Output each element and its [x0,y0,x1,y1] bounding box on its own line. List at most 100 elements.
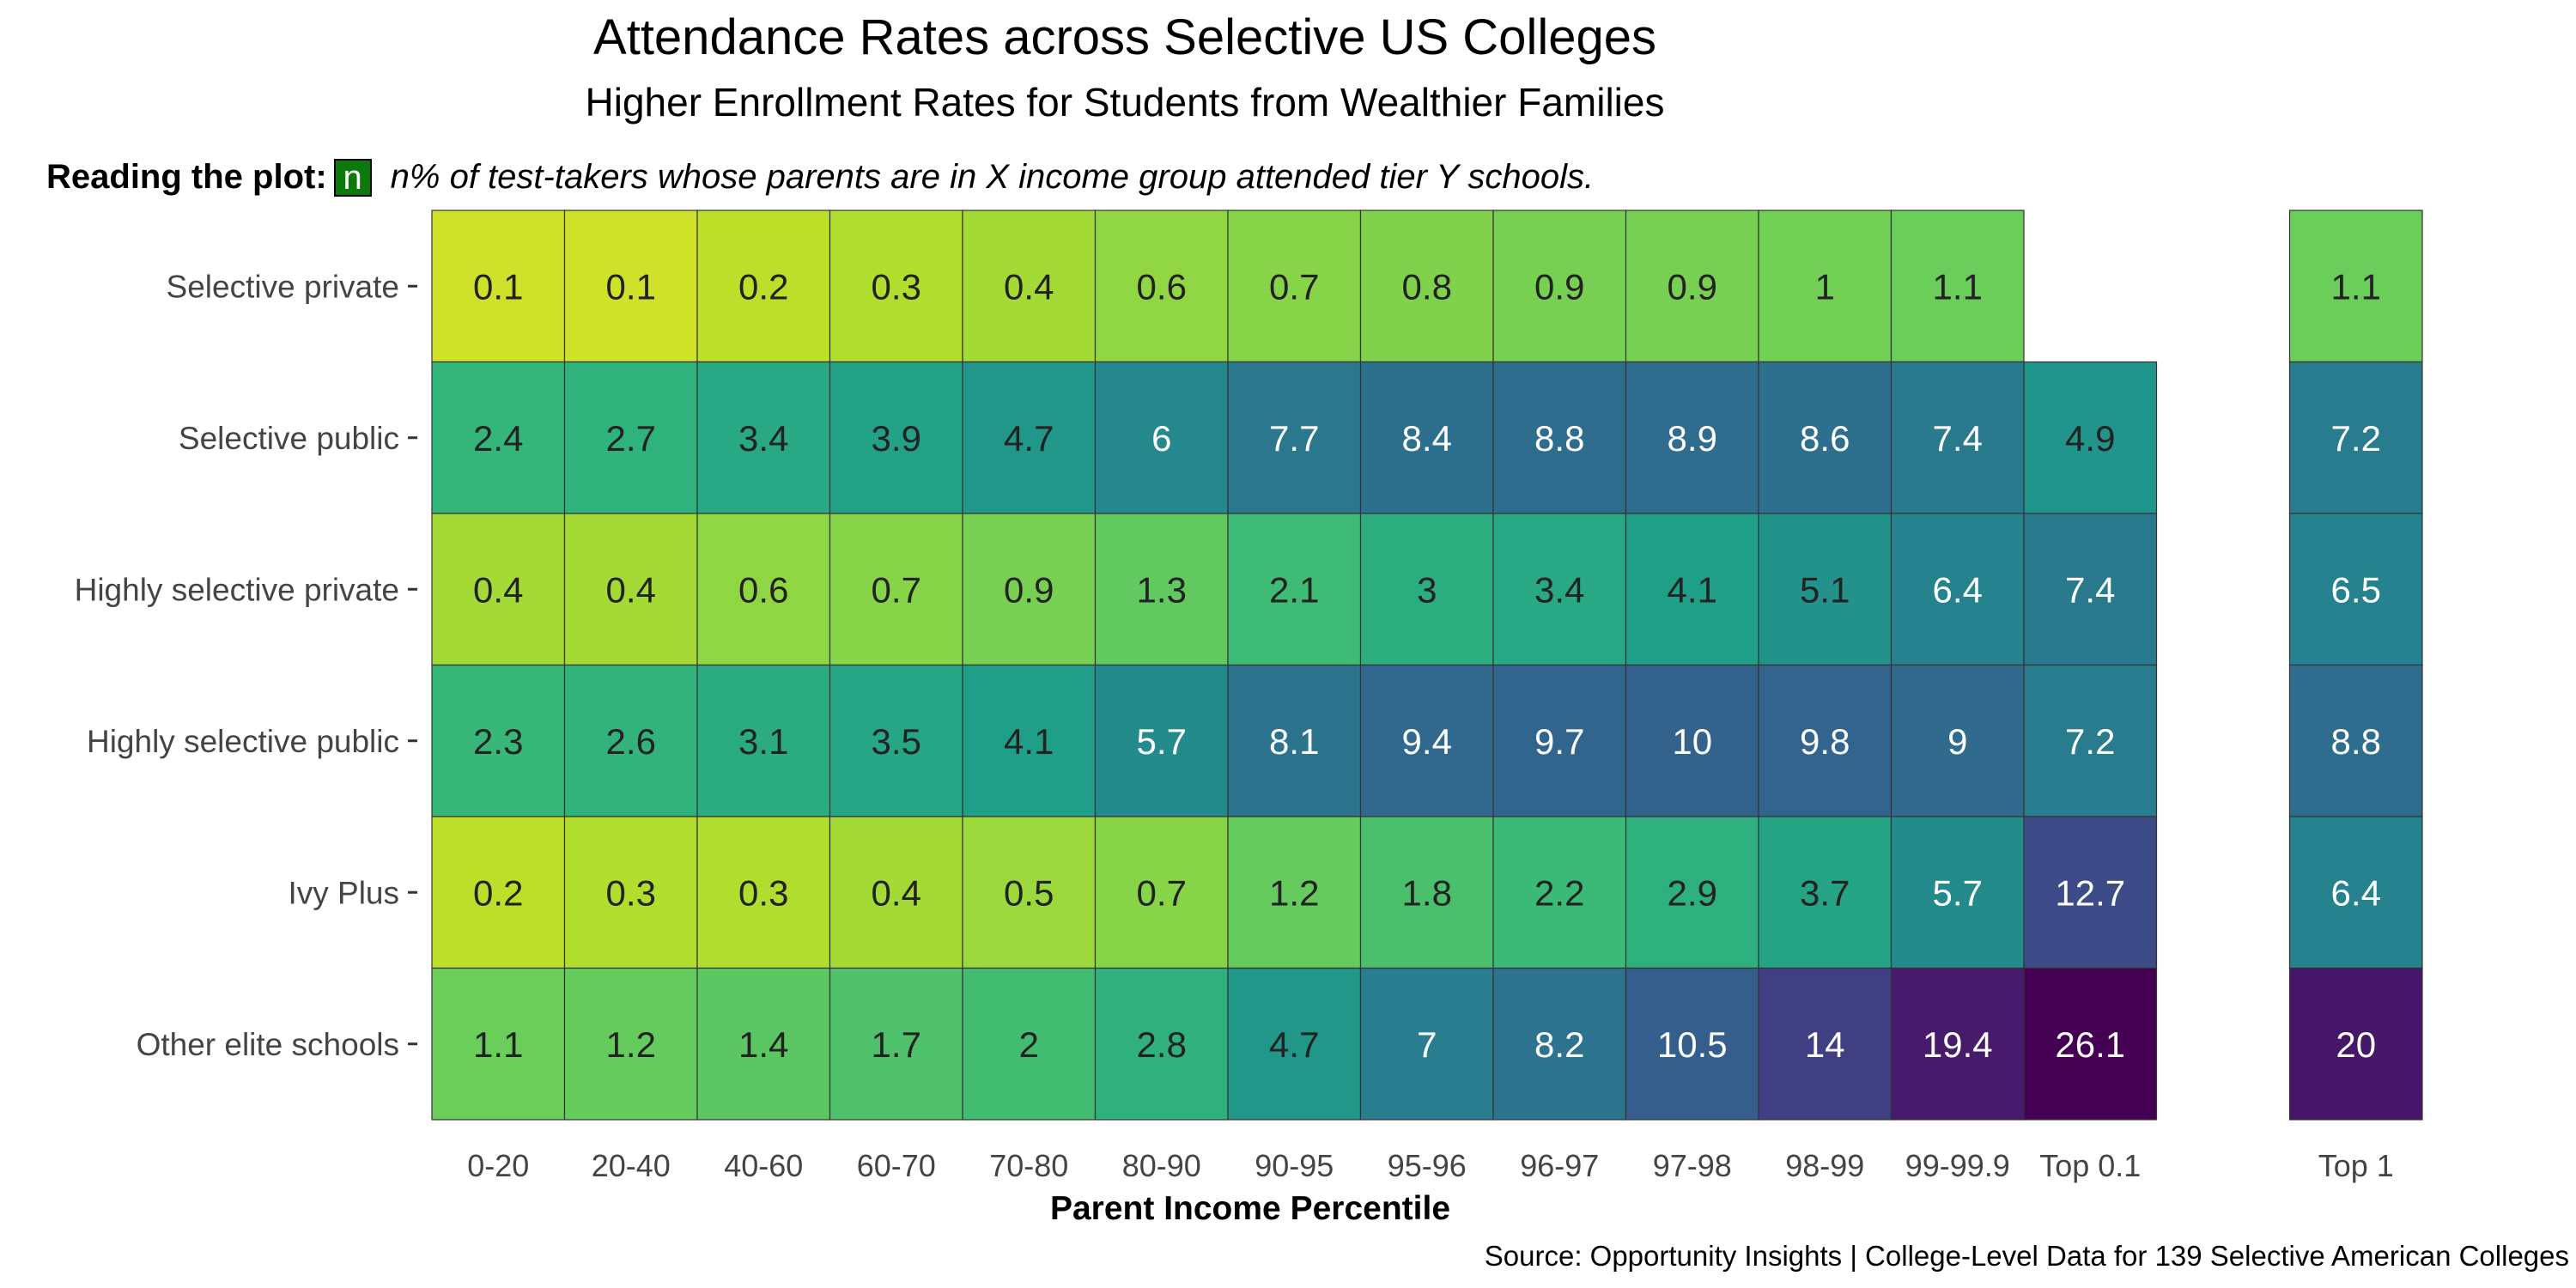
x-axis-labels: 0-20 20-40 40-60 60-70 70-80 80-90 90-95 95-96 9… [467,1148,2394,1183]
cell-value-label: 1.4 [738,1024,788,1065]
cell-value-label: 8.9 [1668,418,1717,459]
y-tick-label: Selective private [167,269,399,304]
cell-value-label: 0.7 [1137,872,1187,913]
cell-value-label: 12.7 [2055,872,2125,913]
heatmap-cell [1492,664,1627,817]
cell-value-label: 1.3 [1137,569,1187,610]
chart-title: Attendance Rates across Selective US Col… [593,9,1656,65]
cell-value-label: 0.6 [738,569,788,610]
heatmap-cell [962,816,1097,969]
x-tick-label: 99-99.9 [1905,1148,2010,1183]
heatmap-cell [1890,816,2025,969]
cell-value-label: 0.3 [606,872,656,913]
heatmap-cell [1758,664,1893,817]
cell-value-label: 0.9 [1004,569,1054,610]
y-tick-label: Highly selective private [75,572,399,607]
heatmap-cell [1227,513,1362,666]
cell-value-label: 7.7 [1269,418,1319,459]
cell-value-label: 0.4 [872,872,921,913]
cell-value-label: 9 [1947,721,1967,762]
heatmap-cell [563,361,698,514]
heatmap-cell [1492,967,1627,1121]
heatmap-cell [1492,513,1627,666]
cell-value-label: 20 [2336,1024,2376,1065]
cell-value-label: 1.2 [606,1024,656,1065]
heatmap-cell [1359,513,1494,666]
heatmap-cell [829,210,963,363]
cell-value-label: 0.7 [872,569,921,610]
heatmap-cell [962,513,1097,666]
chart-subtitle: Higher Enrollment Rates for Students fro… [585,80,1665,125]
heatmap-cell [962,361,1097,514]
heatmap-cell [2288,210,2423,363]
cell-value-label: 0.9 [1668,266,1717,307]
heatmap-cell [1094,210,1229,363]
cell-value-label: 2.6 [606,721,656,762]
y-tick-label: Highly selective public [87,724,399,759]
heatmap-cell [1492,816,1627,969]
heatmap-cell [1625,664,1759,817]
cell-value-label: 3.5 [872,721,921,762]
cell-value-label: 0.8 [1402,266,1452,307]
heatmap-cell [1625,361,1759,514]
cell-value-label: 5.7 [1137,721,1187,762]
heatmap-cell [1094,967,1229,1121]
cell-value-label: 14 [1805,1024,1845,1065]
cell-value-label: 3 [1417,569,1437,610]
cell-value-label: 9.7 [1534,721,1584,762]
cell-value-label: 4.7 [1269,1024,1319,1065]
cell-value-label: 8.8 [2331,721,2381,762]
heatmap-cell [696,664,831,817]
heatmap-cell [1227,967,1362,1121]
cell-value-label: 9.8 [1800,721,1850,762]
heatmap-cell [696,816,831,969]
cell-value-label: 4.1 [1004,721,1054,762]
cell-value-label: 4.7 [1004,418,1054,459]
cell-value-label: 6.4 [1933,569,1983,610]
heatmap-cell [431,664,566,817]
cell-value-label: 2.2 [1534,872,1584,913]
x-tick-label: 40-60 [724,1148,803,1183]
cell-value-label: 0.2 [473,872,523,913]
cell-value-label: 7.4 [1933,418,1983,459]
heatmap-cell [1227,361,1362,514]
reading-guide-label: Reading the plot: [46,158,327,196]
cell-value-label: 0.6 [1137,266,1187,307]
cell-value-label: 1.1 [473,1024,523,1065]
heatmap-cell [2288,816,2423,969]
heatmap-cell [431,361,566,514]
heatmap-cell [1094,816,1229,969]
x-tick-label: Top 1 [2318,1148,2394,1183]
cell-value-label: 5.1 [1800,569,1850,610]
y-tick-label: Ivy Plus [288,875,399,910]
heatmap-cell [2288,967,2423,1121]
cell-value-label: 0.5 [1004,872,1054,913]
cell-value-label: 1 [1815,266,1835,307]
heatmap-cell [1359,967,1494,1121]
x-tick-label: 0-20 [467,1148,529,1183]
cell-value-label: 1.8 [1402,872,1452,913]
heatmap-cell [1758,513,1893,666]
x-tick-label: 70-80 [989,1148,1068,1183]
cell-value-label: 8.2 [1534,1024,1584,1065]
x-tick-label: 80-90 [1122,1148,1201,1183]
cell-value-label: 6 [1151,418,1171,459]
cell-value-label: 2.1 [1269,569,1319,610]
heatmap-cell [696,210,831,363]
heatmap-cell [1758,210,1893,363]
cell-value-label: 4.1 [1668,569,1717,610]
cell-value-label: 2.8 [1137,1024,1187,1065]
heatmap-cell [962,967,1097,1121]
heatmap-cell [2023,967,2158,1121]
cell-value-label: 1.2 [1269,872,1319,913]
cell-value-label: 3.7 [1800,872,1850,913]
heatmap-cell [829,664,963,817]
heatmap-cells: 0.1 0.1 0.2 0.3 0.4 0.6 0.7 0.8 0.9 0.9 1 1.1 1.1 2.4… [431,210,2423,1121]
heatmap-cell [1359,664,1494,817]
heatmap-cell [1890,361,2025,514]
reading-guide-text: n% of test-takers whose parents are in X… [390,158,1595,196]
cell-value-label: 3.4 [738,418,788,459]
heatmap-cell [1758,816,1893,969]
cell-value-label: 10 [1672,721,1712,762]
cell-value-label: 2.3 [473,721,523,762]
